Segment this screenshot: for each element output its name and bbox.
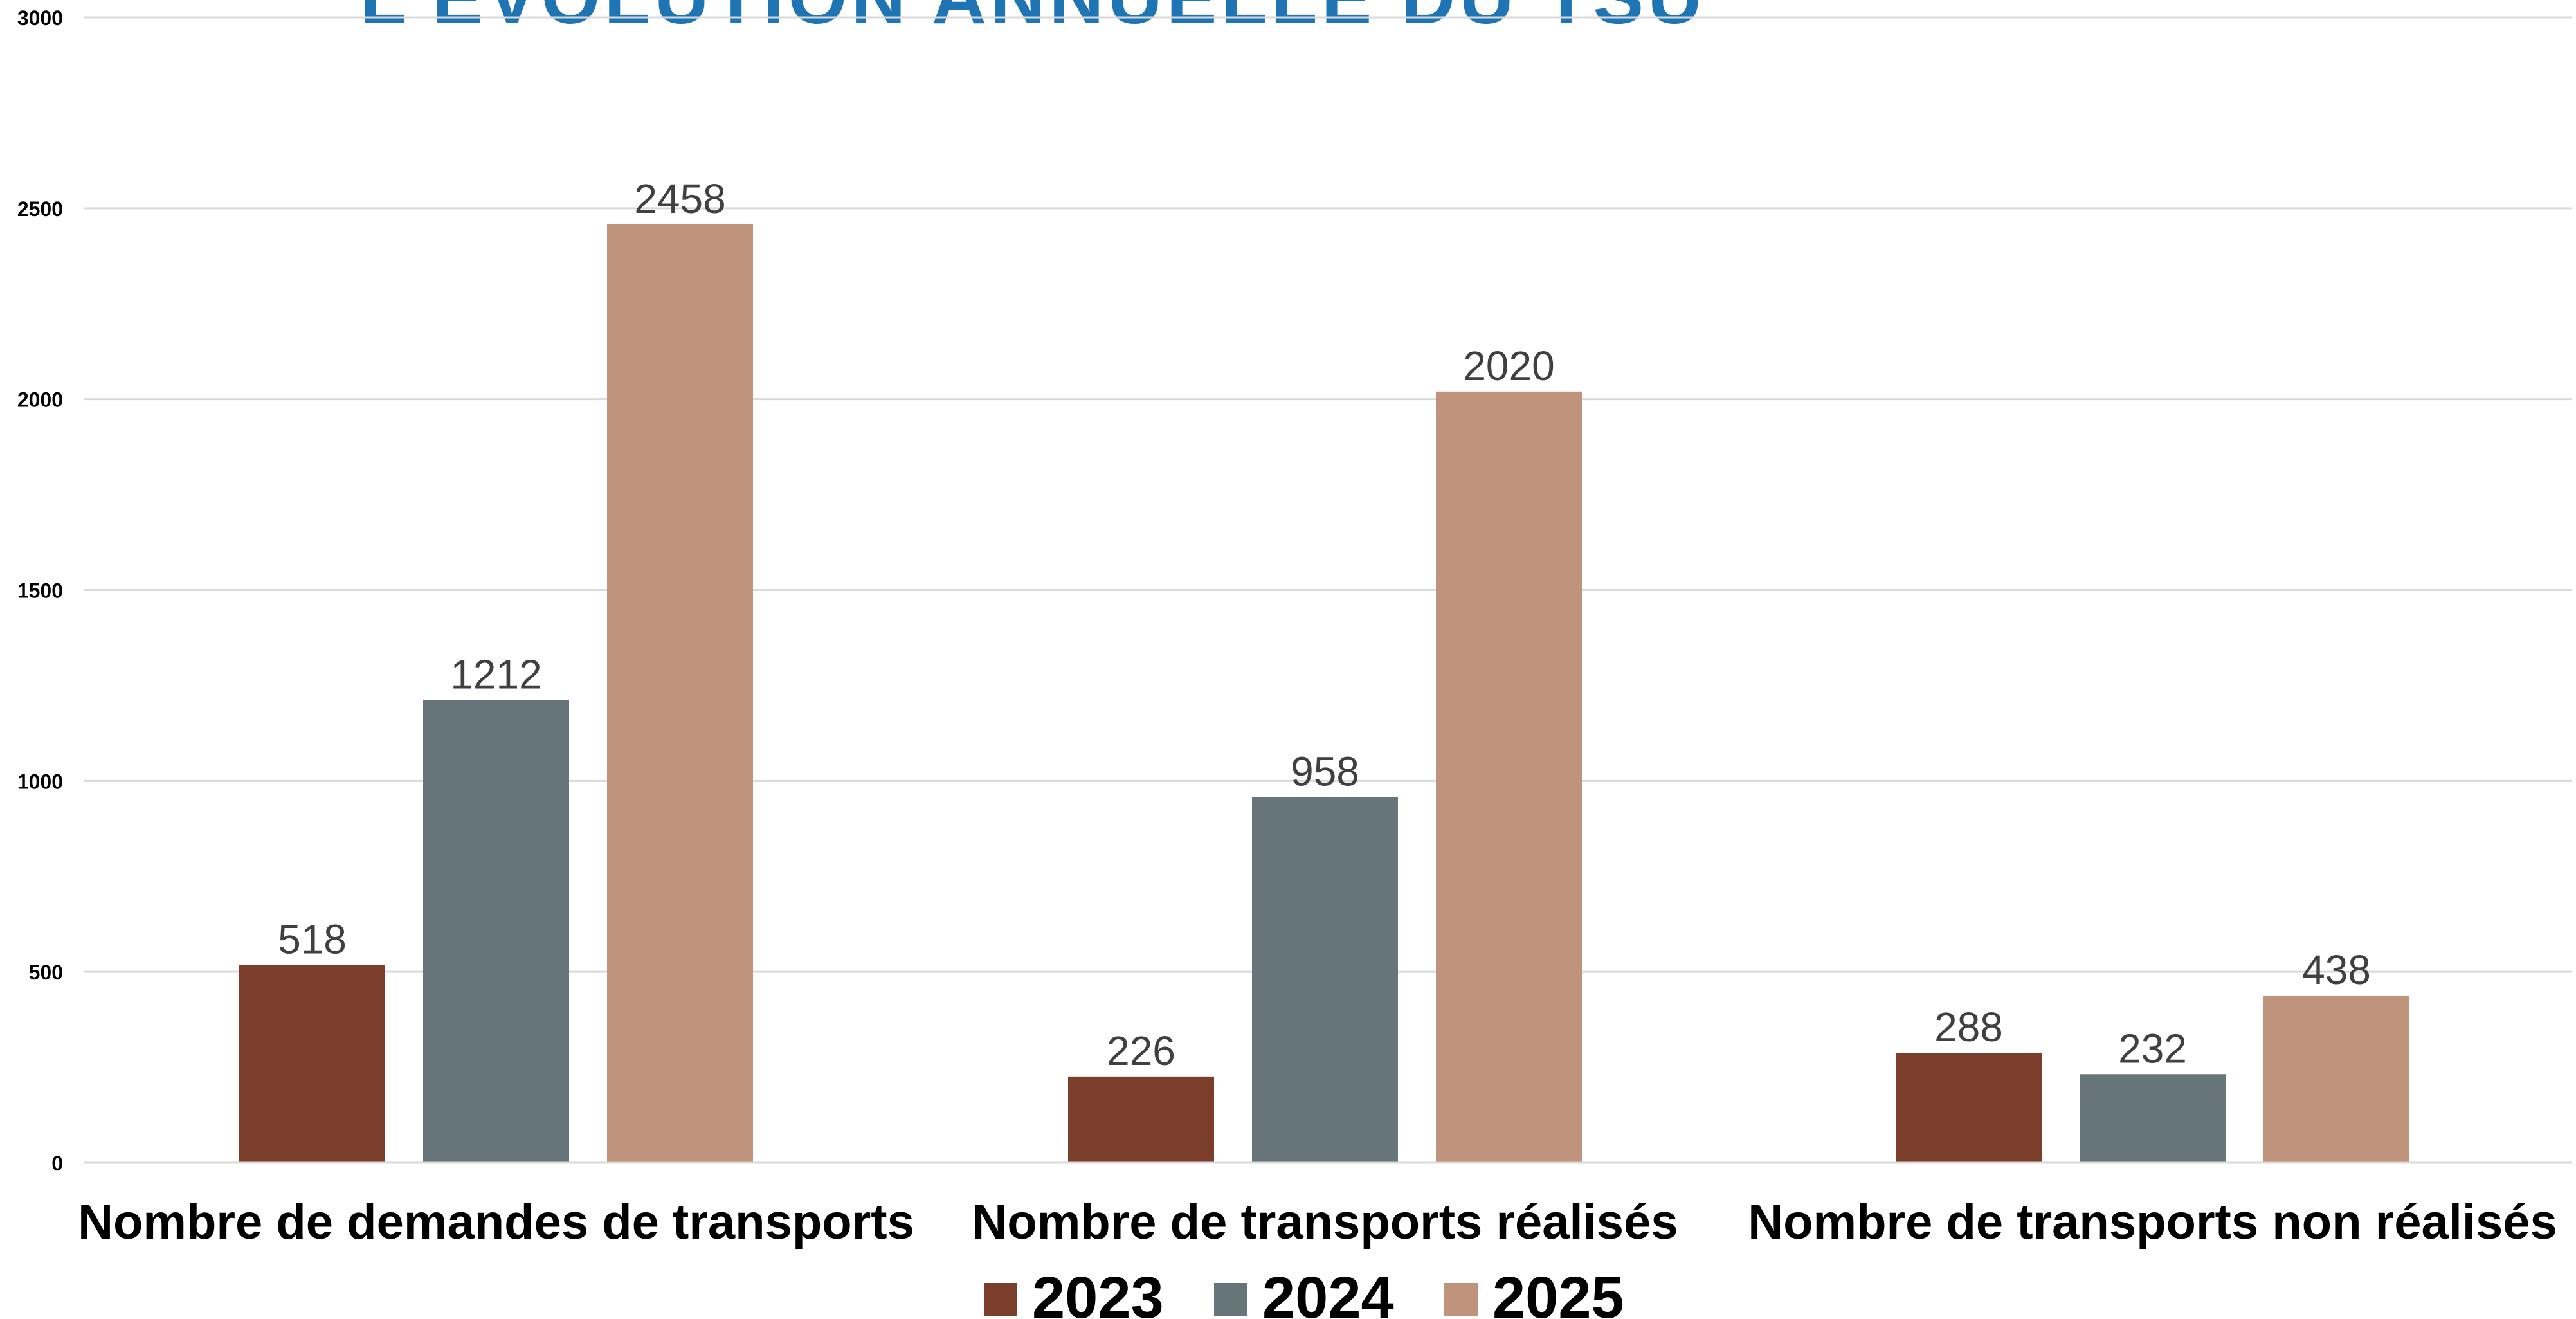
bar-2025-1 <box>1436 391 1582 1163</box>
legend-label-2025: 2025 <box>1492 1265 1624 1319</box>
bar-2025-0 <box>607 224 753 1163</box>
y-tick-label: 1000 <box>17 770 63 793</box>
category-label: Nombre de transports non réalisés <box>1748 1195 2557 1250</box>
bar-2024-1 <box>1252 797 1398 1163</box>
legend-label-2023: 2023 <box>1032 1265 1164 1319</box>
bar-2023-2 <box>1896 1053 2042 1163</box>
legend-swatch-2024 <box>1214 1283 1247 1316</box>
data-label: 288 <box>1934 1004 2003 1050</box>
y-tick-label: 1500 <box>17 579 63 603</box>
data-label: 1212 <box>450 651 541 697</box>
chart-title: L'ÉVOLUTION ANNUELLE DU TSU <box>360 0 1706 41</box>
data-label: 2458 <box>634 176 725 222</box>
y-tick-label: 0 <box>51 1152 63 1175</box>
y-tick-label: 2000 <box>17 388 63 412</box>
category-label: Nombre de transports réalisés <box>972 1195 1678 1250</box>
category-label: Nombre de demandes de transports <box>78 1195 914 1250</box>
y-tick-label: 2500 <box>17 197 63 221</box>
data-label: 2020 <box>1463 343 1554 389</box>
data-label: 438 <box>2302 947 2371 993</box>
legend-swatch-2023 <box>984 1283 1017 1316</box>
y-tick-label: 3000 <box>17 6 63 30</box>
data-label: 518 <box>278 916 347 962</box>
bar-2023-1 <box>1068 1076 1214 1163</box>
legend-label-2024: 2024 <box>1262 1265 1394 1319</box>
bar-2023-0 <box>239 965 385 1163</box>
data-label: 226 <box>1107 1028 1175 1074</box>
bar-2024-2 <box>2080 1074 2226 1163</box>
data-label: 232 <box>2118 1025 2187 1071</box>
bar-2025-2 <box>2263 995 2409 1163</box>
y-tick-label: 500 <box>29 961 63 984</box>
bar-2024-0 <box>423 700 569 1163</box>
legend-swatch-2025 <box>1444 1283 1478 1316</box>
data-label: 958 <box>1291 748 1359 794</box>
